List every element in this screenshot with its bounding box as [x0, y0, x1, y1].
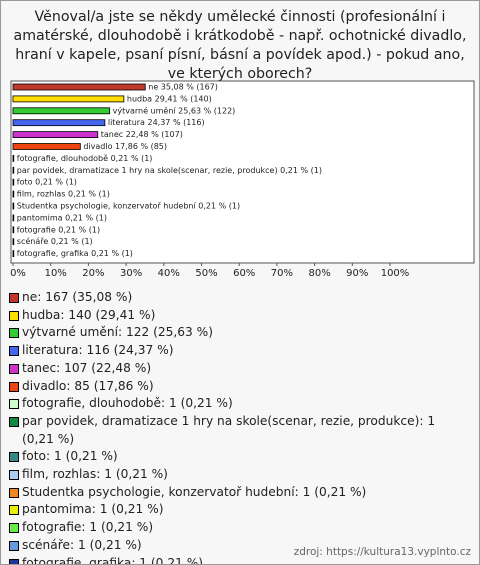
legend-label: fotografie: 1 (0,21 %) [22, 520, 154, 535]
bar-label: tanec 22,48 % (107) [101, 130, 183, 139]
legend-swatch [9, 540, 19, 551]
bar [12, 226, 15, 234]
legend-label: hudba: 140 (29,41 %) [22, 307, 156, 322]
bar-label: fotografie 0,21 % (1) [17, 225, 100, 234]
bar [12, 83, 146, 91]
bar-label: výtvarné umění 25,63 % (122) [113, 105, 236, 115]
legend-label: tanec: 107 (22,48 %) [22, 360, 152, 375]
legend-item: literatura: 116 (24,37 %) [9, 342, 469, 360]
legend-item: scénáře: 1 (0,21 %) [9, 537, 469, 555]
bar [12, 95, 125, 103]
legend-label: divadlo: 85 (17,86 %) [22, 378, 154, 393]
legend-swatch [9, 293, 19, 303]
legend-swatch [9, 346, 19, 357]
bar [12, 166, 15, 174]
bar-label: scénáře 0,21 % (1) [17, 236, 93, 246]
legend-swatch [9, 487, 19, 498]
legend-item: tanec: 107 (22,48 %) [9, 360, 469, 378]
legend-item: par povidek, dramatizace 1 hry na skole(… [9, 413, 469, 448]
bar-label: foto 0,21 % (1) [17, 178, 77, 187]
legend-swatch [9, 523, 19, 534]
legend-item: pantomima: 1 (0,21 %) [9, 501, 469, 519]
x-tick-label: 10% [45, 268, 67, 279]
bar [12, 143, 81, 150]
bar [12, 178, 15, 186]
legend-label: scénáře: 1 (0,21 %) [22, 537, 142, 552]
legend-label: výtvarné umění: 122 (25,63 %) [22, 325, 213, 340]
legend-label: par povidek, dramatizace 1 hry na skole(… [22, 413, 436, 446]
bar-label: film, rozhlas 0,21 % (1) [17, 190, 110, 199]
legend-label: ne: 167 (35,08 %) [22, 290, 133, 304]
legend-item: fotografie, dlouhodobě: 1 (0,21 %) [9, 395, 469, 413]
x-tick-label: 50% [195, 268, 217, 279]
x-tick-label: 80% [308, 268, 330, 279]
legend-swatch [9, 381, 19, 392]
bar-label: Studentka psychologie, konzervatoř hudeb… [17, 202, 240, 211]
bar-label: fotografie, grafika 0,21 % (1) [17, 249, 133, 258]
legend-swatch [9, 452, 19, 463]
legend-swatch [9, 328, 19, 339]
legend-label: foto: 1 (0,21 %) [22, 449, 118, 464]
source: zdroj: https://kultura13.vyplnto.cz [293, 546, 471, 558]
legend-label: literatura: 116 (24,37 %) [22, 343, 174, 358]
legend-swatch [9, 558, 19, 564]
bar-label: literatura 24,37 % (116) [108, 118, 205, 127]
bar [12, 190, 15, 198]
bar-label: par povidek, dramatizace 1 hry na skole(… [17, 166, 322, 175]
legend-item: fotografie, grafika: 1 (0,21 %) [9, 555, 469, 565]
legend-swatch [9, 399, 19, 410]
legend-item: ne: 167 (35,08 %) [9, 289, 469, 307]
bar [12, 107, 111, 115]
legend-item: výtvarné umění: 122 (25,63 %) [9, 324, 469, 342]
legend-item: hudba: 140 (29,41 %) [9, 307, 469, 325]
x-tick-label: 60% [233, 268, 255, 279]
legend-label: fotografie, grafika: 1 (0,21 %) [22, 555, 204, 565]
legend-item: fotografie: 1 (0,21 %) [9, 519, 469, 537]
x-tick-label: 70% [271, 268, 293, 279]
legend-item: foto: 1 (0,21 %) [9, 448, 469, 466]
x-tick-label: 100% [381, 268, 410, 279]
bar [12, 119, 106, 127]
legend-item: Studentka psychologie, konzervatoř hudeb… [9, 484, 469, 502]
legend-swatch [9, 363, 19, 374]
legend-label: fotografie, dlouhodobě: 1 (0,21 %) [22, 396, 233, 411]
legend-swatch [9, 416, 19, 427]
bar [12, 238, 15, 246]
bar-label: hudba 29,41 % (140) [127, 94, 212, 103]
bar-label: pantomima 0,21 % (1) [17, 213, 107, 222]
legend-label: film, rozhlas: 1 (0,21 %) [22, 467, 168, 482]
legend-swatch [9, 505, 19, 516]
bar-label: ne 35,08 % (167) [148, 83, 218, 92]
legend-swatch [9, 310, 19, 321]
x-tick-label: 0% [10, 268, 26, 279]
bar [12, 202, 15, 210]
legend-swatch [9, 470, 19, 481]
bar [12, 214, 15, 222]
legend: ne: 167 (35,08 %) hudba: 140 (29,41 %) výt… [9, 289, 469, 565]
x-tick-label: 20% [82, 268, 104, 279]
bar-label: fotografie, dlouhodobě 0,21 % (1) [17, 154, 153, 163]
x-tick-label: 90% [346, 268, 368, 279]
bar [12, 131, 99, 139]
legend-item: divadlo: 85 (17,86 %) [9, 378, 469, 396]
legend-label: Studentka psychologie, konzervatoř hudeb… [22, 484, 367, 499]
legend-label: pantomima: 1 (0,21 %) [22, 502, 164, 517]
x-tick-label: 30% [120, 268, 142, 279]
legend-item: film, rozhlas: 1 (0,21 %) [9, 466, 469, 484]
chart-title: Věnoval/a jste se někdy umělecké činnost… [13, 9, 467, 82]
x-tick-label: 40% [158, 268, 180, 279]
bar [12, 250, 15, 258]
bar [12, 154, 15, 162]
bar-label: divadlo 17,86 % (85) [83, 142, 167, 151]
